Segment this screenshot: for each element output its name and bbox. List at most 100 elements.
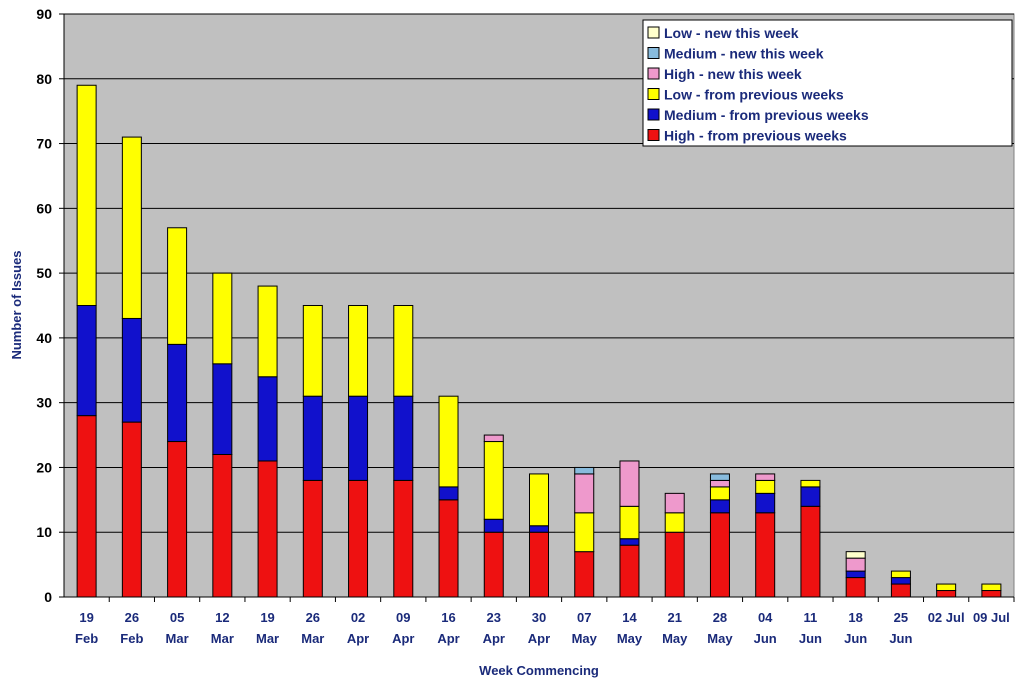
- y-tick-label: 90: [36, 6, 52, 22]
- legend-label: High - new this week: [664, 66, 802, 82]
- bar-segment: [664, 492, 685, 514]
- x-tick-label: Apr: [437, 631, 459, 646]
- bar-segment: [664, 512, 685, 533]
- bar-segment: [619, 505, 640, 540]
- x-tick-label: 11: [804, 610, 818, 625]
- bar-segment: [76, 415, 97, 598]
- x-tick-label: 26: [306, 610, 320, 625]
- legend-swatch: [647, 129, 660, 141]
- x-tick-label: Apr: [528, 631, 550, 646]
- x-tick-label: 21: [667, 610, 681, 625]
- bar-segment: [348, 479, 369, 598]
- x-tick-label: 19: [79, 610, 93, 625]
- bar-segment: [800, 479, 821, 488]
- bar-segment: [755, 473, 776, 481]
- bar-segment: [76, 305, 97, 417]
- legend-swatch: [647, 67, 660, 80]
- y-tick-label: 40: [36, 330, 52, 346]
- bar-segment: [529, 525, 549, 533]
- bar-segment: [212, 453, 233, 598]
- x-tick-label: Apr: [483, 631, 505, 646]
- y-axis-ticks: 0 10 20 30 40 50 60 70 80 90: [36, 6, 1014, 605]
- x-tick-label: 18: [848, 610, 862, 625]
- bar-segment: [709, 512, 730, 598]
- bar-segment: [257, 460, 278, 598]
- bar-segment: [393, 305, 414, 397]
- bar-segment: [981, 583, 1002, 592]
- x-tick-label: 16: [441, 610, 455, 625]
- y-tick-label: 0: [44, 589, 52, 605]
- bar-segment: [302, 305, 323, 397]
- bar-segment: [800, 505, 821, 598]
- bar-segment: [76, 84, 97, 306]
- x-tick-label: 19: [260, 610, 274, 625]
- bar-segment: [393, 395, 414, 481]
- bar-segment: [845, 577, 866, 598]
- x-tick-label: 23: [487, 610, 501, 625]
- bar-segment: [438, 499, 459, 598]
- bar-segment: [212, 272, 233, 365]
- y-axis-title: Number of Issues: [9, 250, 24, 359]
- x-tick-label: May: [662, 631, 688, 646]
- bar-segment: [619, 538, 640, 546]
- bar-segment: [755, 512, 776, 598]
- x-tick-label: Mar: [166, 631, 189, 646]
- bar-segment: [664, 531, 685, 598]
- x-tick-label: 04: [758, 610, 773, 625]
- bar-segment: [483, 434, 504, 443]
- bar-segment: [709, 479, 730, 488]
- x-tick-label: Mar: [301, 631, 324, 646]
- x-tick-label: 07: [577, 610, 591, 625]
- x-tick-label: 02: [351, 610, 365, 625]
- legend-swatch: [647, 47, 660, 59]
- y-tick-label: 10: [36, 524, 52, 540]
- legend: Low - new this week Medium - new this wee…: [642, 19, 1013, 147]
- x-tick-label: Mar: [256, 631, 279, 646]
- bar-segment: [257, 285, 278, 378]
- legend-label: High - from previous weeks: [664, 128, 847, 144]
- x-tick-label: May: [572, 631, 598, 646]
- bar-segment: [800, 486, 821, 507]
- x-axis-title: Week Commencing: [479, 663, 599, 678]
- bar-segment: [348, 395, 369, 481]
- x-tick-label: 30: [532, 610, 546, 625]
- bar-segment: [438, 486, 459, 501]
- bar-segment: [257, 376, 278, 462]
- x-tick-label: May: [707, 631, 733, 646]
- bar-segment: [709, 499, 730, 514]
- bar-segment: [755, 492, 776, 514]
- y-tick-label: 60: [36, 200, 52, 216]
- bar-segment: [619, 544, 640, 598]
- x-tick-label: Feb: [75, 631, 98, 646]
- x-tick-label: 02 Jul: [928, 610, 965, 625]
- legend-swatch: [647, 88, 660, 100]
- x-axis-ticks: 19 Feb 26 Feb 05 Mar 12 Mar 19 Mar 26 Mar 02 Apr 09 Apr…: [75, 597, 1015, 646]
- legend-label: Medium - from previous weeks: [664, 107, 869, 123]
- bar-segment: [619, 460, 640, 507]
- y-tick-label: 50: [36, 265, 52, 281]
- y-tick-label: 70: [36, 136, 52, 152]
- bar-segment: [574, 473, 595, 514]
- y-tick-label: 80: [36, 71, 52, 87]
- bar-segment: [393, 479, 414, 598]
- bar-segment: [936, 590, 957, 598]
- x-tick-label: Apr: [392, 631, 414, 646]
- x-tick-label: Apr: [347, 631, 369, 646]
- legend-label: Low - new this week: [664, 25, 799, 41]
- bar-segment: [438, 395, 459, 488]
- x-tick-label: 14: [622, 610, 637, 625]
- bar-segment: [167, 227, 188, 345]
- bar-segment: [302, 395, 323, 481]
- x-tick-label: 26: [125, 610, 139, 625]
- bar-segment: [574, 551, 595, 598]
- bar-segment: [845, 570, 866, 579]
- bar-segment: [529, 531, 549, 598]
- bar-segment: [936, 583, 957, 592]
- legend-swatch: [647, 108, 660, 121]
- bar-segment: [709, 486, 730, 501]
- bar-segment: [483, 441, 504, 520]
- bar-segment: [845, 551, 866, 559]
- bar-segment: [121, 317, 142, 423]
